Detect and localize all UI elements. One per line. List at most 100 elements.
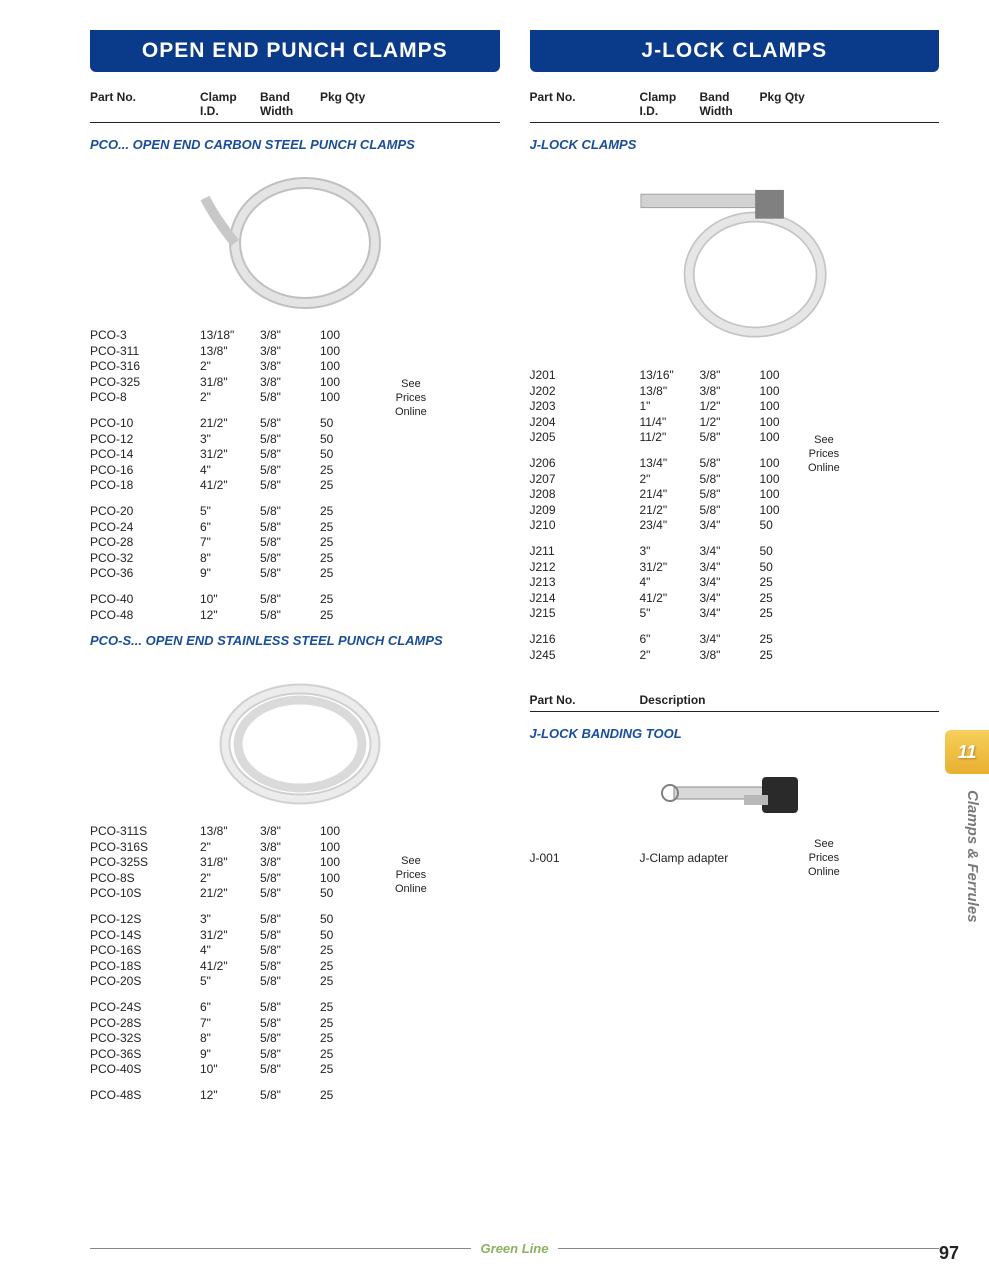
cell-pkg-qty: 25 <box>320 1088 380 1104</box>
cell-partno: J201 <box>530 368 640 384</box>
cell-pkg-qty: 100 <box>320 840 380 856</box>
cell-clamp-id: 13/4" <box>640 456 700 472</box>
cell-partno: J210 <box>530 518 640 534</box>
cell-band-width: 3/4" <box>700 591 760 607</box>
cell-clamp-id: 21/2" <box>640 503 700 519</box>
cell-partno: J245 <box>530 648 640 664</box>
cell-clamp-id: 12" <box>200 1088 260 1104</box>
table-row: PCO-287"5/8"25 <box>90 535 500 551</box>
cell-partno: PCO-14S <box>90 928 200 944</box>
cell-partno: PCO-40S <box>90 1062 200 1078</box>
table-row: J2166"3/4"25 <box>530 632 940 648</box>
cell-partno: PCO-32S <box>90 1031 200 1047</box>
hdr-partno: Part No. <box>530 90 640 118</box>
cell-band-width: 3/8" <box>260 328 320 344</box>
cell-band-width: 5/8" <box>260 504 320 520</box>
cell-pkg-qty: 25 <box>320 566 380 582</box>
table-row: J2134"3/4"25 <box>530 575 940 591</box>
cell-band-width: 5/8" <box>260 478 320 494</box>
table-row: PCO-28S7"5/8"25 <box>90 1016 500 1032</box>
cell-partno: PCO-18 <box>90 478 200 494</box>
cell-clamp-id: 13/8" <box>640 384 700 400</box>
table-row: PCO-328"5/8"25 <box>90 551 500 567</box>
cell-band-width: 5/8" <box>260 912 320 928</box>
table-row: J2072"5/8"100 <box>530 472 940 488</box>
cell-pkg-qty: 25 <box>760 591 820 607</box>
hdr-partno: Part No. <box>530 693 640 707</box>
cell-clamp-id: 21/4" <box>640 487 700 503</box>
cell-clamp-id: 1" <box>640 399 700 415</box>
cell-band-width: 3/4" <box>700 632 760 648</box>
price-note: SeePricesOnline <box>395 378 427 419</box>
hdr-partno: Part No. <box>90 90 200 118</box>
right-table-header-2: Part No. Description <box>530 693 940 712</box>
cell-band-width: 3/4" <box>700 575 760 591</box>
cell-band-width: 5/8" <box>700 430 760 446</box>
cell-clamp-id: 21/2" <box>200 416 260 432</box>
table-row: PCO-32531/8"3/8"100 <box>90 375 500 391</box>
cell-pkg-qty: 50 <box>320 886 380 902</box>
cell-pkg-qty: 100 <box>320 855 380 871</box>
cell-partno: PCO-8 <box>90 390 200 406</box>
cell-pkg-qty: 25 <box>320 504 380 520</box>
cell-pkg-qty: 25 <box>760 648 820 664</box>
cell-band-width: 3/8" <box>700 368 760 384</box>
section-title: J-LOCK BANDING TOOL <box>530 726 940 741</box>
table-row: PCO-325S31/8"3/8"100 <box>90 855 500 871</box>
cell-pkg-qty: 25 <box>320 959 380 975</box>
cell-band-width: 5/8" <box>260 871 320 887</box>
table-row: PCO-18S41/2"5/8"25 <box>90 959 500 975</box>
cell-pkg-qty: 50 <box>320 416 380 432</box>
table-row: J2031"1/2"100 <box>530 399 940 415</box>
cell-band-width: 5/8" <box>260 416 320 432</box>
cell-partno: PCO-311S <box>90 824 200 840</box>
section-title: PCO... OPEN END CARBON STEEL PUNCH CLAMP… <box>90 137 500 152</box>
table-row: PCO-3162"3/8"100 <box>90 359 500 375</box>
hdr-band-width: BandWidth <box>700 90 760 118</box>
cell-clamp-id: 5" <box>640 606 700 622</box>
cell-clamp-id: 3" <box>200 432 260 448</box>
cell-pkg-qty: 100 <box>320 390 380 406</box>
cell-partno: PCO-10S <box>90 886 200 902</box>
cell-pkg-qty: 100 <box>320 824 380 840</box>
cell-pkg-qty: 100 <box>320 375 380 391</box>
cell-clamp-id: 4" <box>200 943 260 959</box>
cell-partno: PCO-18S <box>90 959 200 975</box>
table-row: PCO-48S12"5/8"25 <box>90 1088 500 1104</box>
cell-partno: PCO-316S <box>90 840 200 856</box>
cell-pkg-qty: 25 <box>320 478 380 494</box>
cell-pkg-qty: 25 <box>320 1016 380 1032</box>
cell-clamp-id: 2" <box>200 359 260 375</box>
cell-clamp-id: 31/8" <box>200 855 260 871</box>
cell-band-width: 3/8" <box>260 824 320 840</box>
cell-pkg-qty: 100 <box>760 503 820 519</box>
table-row: J-001J-Clamp adapter <box>530 851 940 865</box>
cell-partno: PCO-10 <box>90 416 200 432</box>
cell-partno: J211 <box>530 544 640 560</box>
cell-partno: J208 <box>530 487 640 503</box>
cell-pkg-qty: 25 <box>320 520 380 536</box>
cell-partno: PCO-16 <box>90 463 200 479</box>
cell-pkg-qty: 100 <box>320 871 380 887</box>
cell-band-width: 3/8" <box>700 384 760 400</box>
table-row: PCO-313/18"3/8"100 <box>90 328 500 344</box>
cell-clamp-id: 31/2" <box>200 928 260 944</box>
cell-pkg-qty: 50 <box>760 560 820 576</box>
table-row: PCO-1431/2"5/8"50 <box>90 447 500 463</box>
cell-pkg-qty: 25 <box>320 592 380 608</box>
cell-partno: J215 <box>530 606 640 622</box>
cell-band-width: 5/8" <box>260 432 320 448</box>
cell-partno: PCO-12S <box>90 912 200 928</box>
table-row: PCO-205"5/8"25 <box>90 504 500 520</box>
cell-pkg-qty: 25 <box>320 463 380 479</box>
cell-partno: PCO-40 <box>90 592 200 608</box>
cell-pkg-qty: 50 <box>320 447 380 463</box>
cell-clamp-id: 5" <box>200 974 260 990</box>
cell-clamp-id: 41/2" <box>200 478 260 494</box>
cell-partno: PCO-28S <box>90 1016 200 1032</box>
cell-band-width: 5/8" <box>260 1000 320 1016</box>
cell-clamp-id: 6" <box>640 632 700 648</box>
cell-pkg-qty: 25 <box>320 974 380 990</box>
cell-clamp-id: 10" <box>200 1062 260 1078</box>
cell-band-width: 5/8" <box>260 592 320 608</box>
